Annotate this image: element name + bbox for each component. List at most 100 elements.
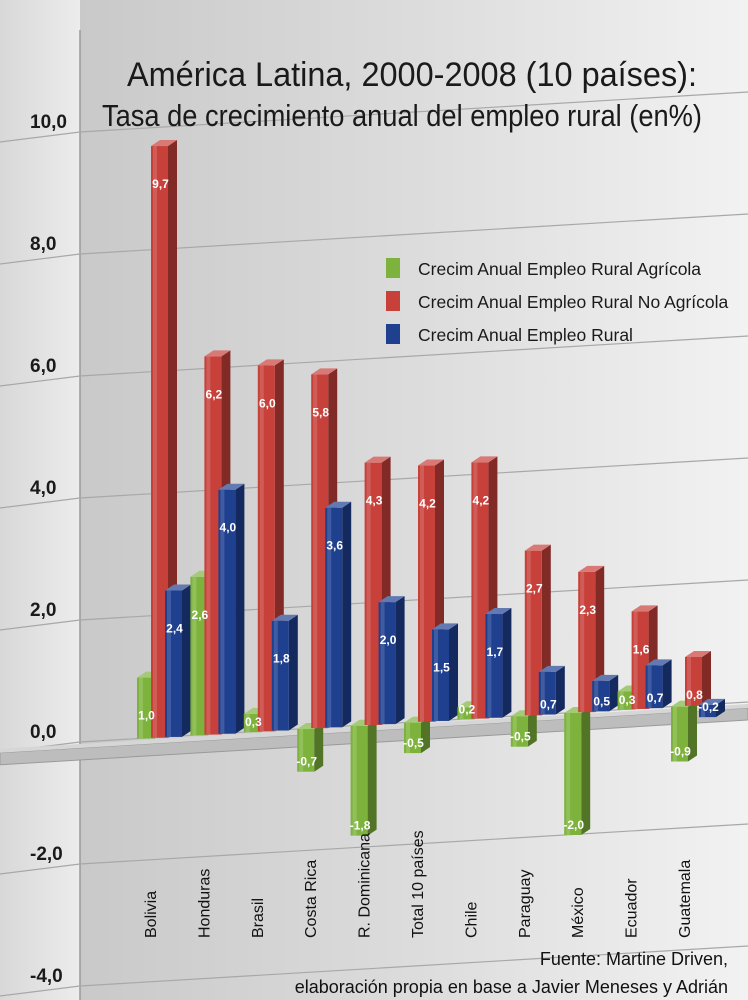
x-tick-label: Guatemala	[677, 860, 694, 938]
bar-empleo-rural-side	[609, 674, 619, 712]
value-label: 2,7	[526, 582, 543, 596]
value-label: 2,3	[579, 603, 596, 617]
value-label: 6,0	[259, 396, 276, 410]
bar-empleo-rural-side	[182, 584, 191, 737]
chart-title-line1: América Latina, 2000-2008 (10 países):	[127, 56, 697, 94]
value-label: 1,0	[138, 709, 155, 723]
bar-agricola-highlight	[673, 706, 677, 762]
bar-no-agricola-highlight	[633, 611, 638, 709]
legend-swatch	[386, 291, 400, 311]
bar-empleo-rural	[699, 698, 725, 718]
y-tick-label: 4,0	[30, 478, 56, 499]
bar-empleo-rural-top	[645, 659, 672, 666]
x-tick-label: Paraguay	[517, 870, 534, 939]
bar-agricola	[671, 700, 697, 762]
gridline	[79, 945, 748, 987]
value-label: 2,4	[166, 622, 183, 636]
bar-no-agricola-top	[631, 605, 658, 612]
bar-no-agricola-highlight	[153, 146, 157, 738]
bar-no-agricola-highlight	[473, 462, 478, 719]
gridline-left	[0, 985, 81, 997]
value-label: 0,3	[619, 693, 636, 707]
gridline	[79, 91, 748, 133]
gridline-left	[0, 131, 81, 143]
bar-empleo-rural	[165, 584, 191, 737]
legend-swatch	[386, 324, 400, 344]
bar-agricola-highlight	[245, 713, 250, 733]
y-tick-label: 8,0	[30, 234, 56, 255]
bar-agricola-side	[527, 710, 537, 747]
bar-empleo-rural-top	[271, 614, 298, 621]
bar-empleo-rural-side	[395, 596, 405, 725]
bar-empleo-rural	[378, 596, 405, 725]
legend-label: Crecim Anual Empleo Rural No Agrícola	[418, 292, 729, 312]
value-label: 0,2	[459, 702, 476, 716]
bar-empleo-rural-highlight	[380, 602, 385, 725]
y-tick-label: 10,0	[30, 112, 67, 133]
bar-empleo-rural-highlight	[701, 704, 705, 718]
bar-no-agricola	[631, 605, 658, 709]
value-label: 2,6	[192, 608, 209, 622]
bar-no-agricola-highlight	[420, 465, 424, 722]
bar-empleo-rural-highlight	[220, 489, 225, 734]
value-label: 2,0	[380, 633, 397, 647]
x-tick-label: Costa Rica	[303, 860, 320, 938]
bar-no-agricola-highlight	[206, 356, 211, 735]
bar-empleo-rural-side	[342, 501, 352, 728]
bar-agricola-side	[367, 719, 377, 836]
bar-no-agricola-highlight	[580, 571, 585, 713]
bar-agricola-highlight	[512, 716, 517, 747]
bar-agricola	[350, 719, 377, 836]
gridline-left	[0, 619, 81, 631]
value-label: 0,8	[686, 688, 703, 702]
bar-no-agricola-highlight	[259, 365, 264, 732]
bar-agricola-side	[581, 707, 591, 836]
bar-empleo-rural-top	[485, 608, 512, 615]
legend-label: Crecim Anual Empleo Rural	[418, 325, 633, 345]
value-label: 0,7	[540, 698, 557, 712]
y-tick-label: 6,0	[30, 356, 56, 377]
bar-empleo-rural	[592, 674, 619, 712]
bar-agricola-highlight	[192, 576, 197, 736]
gridline-left	[0, 863, 81, 875]
bar-no-agricola-top	[364, 456, 391, 463]
value-label: -1,8	[350, 819, 371, 833]
value-label: 1,8	[273, 652, 290, 666]
bar-no-agricola-top	[418, 459, 444, 466]
gridline	[79, 823, 748, 865]
x-tick-label: Total 10 países	[410, 830, 427, 938]
y-tick-label: 0,0	[30, 722, 56, 743]
bar-empleo-rural	[432, 623, 458, 721]
bar-agricola	[510, 710, 537, 747]
bar-no-agricola-top	[524, 544, 551, 551]
bar-no-agricola-highlight	[366, 462, 371, 725]
x-tick-label: Bolivia	[143, 891, 160, 938]
bar-empleo-rural-side	[288, 614, 298, 731]
value-label: -0,5	[403, 736, 424, 750]
legend: Crecim Anual Empleo Rural Agrícola Crecim…	[386, 258, 729, 345]
bar-no-agricola-highlight	[313, 374, 318, 729]
bar-agricola-side	[421, 716, 430, 754]
bar-empleo-rural-side	[555, 665, 565, 715]
bar-empleo-rural	[325, 501, 352, 728]
value-label: 4,2	[419, 497, 436, 511]
bar-no-agricola-highlight	[526, 550, 531, 716]
bar-empleo-rural-highlight	[487, 614, 492, 718]
bar-no-agricola-top	[311, 368, 338, 375]
chart-title-line2: Tasa de crecimiento anual del empleo rur…	[102, 98, 702, 133]
y-tick-label: -2,0	[30, 844, 63, 865]
y-tick-label: 2,0	[30, 600, 56, 621]
bar-no-agricola-top	[257, 359, 284, 366]
value-label: 0,7	[647, 691, 664, 705]
bar-empleo-rural-highlight	[167, 590, 171, 737]
bar-agricola-side	[688, 700, 697, 762]
bar-empleo-rural-top	[325, 501, 352, 508]
bar-empleo-rural-top	[592, 674, 619, 681]
bar-empleo-rural	[218, 483, 245, 734]
bar-agricola-highlight	[566, 713, 571, 836]
bar-empleo-rural	[645, 659, 672, 709]
bar-no-agricola-top	[685, 650, 711, 657]
value-label: 9,7	[152, 177, 169, 191]
gridline	[79, 213, 748, 255]
